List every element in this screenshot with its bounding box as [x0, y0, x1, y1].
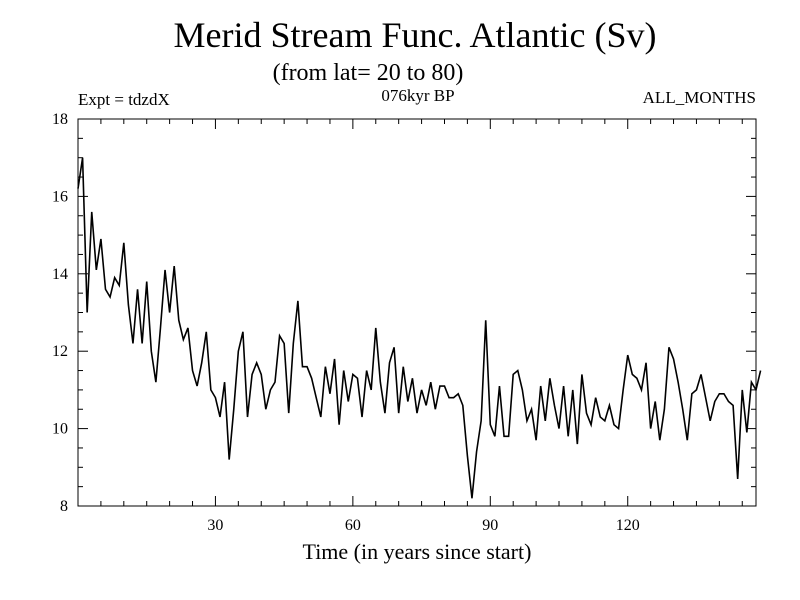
y-tick-label: 14 [52, 266, 68, 283]
series-line [77, 157, 762, 499]
x-tick-label: 90 [482, 517, 498, 534]
y-tick-label: 8 [60, 498, 68, 515]
experiment-label: Expt = tdzdX [78, 90, 170, 109]
chart-subtitle: (from lat= 20 to 80) [272, 60, 464, 86]
x-tick-label: 30 [207, 517, 223, 534]
chart-title: Merid Stream Func. Atlantic (Sv) [173, 15, 657, 55]
y-tick-label: 18 [52, 111, 68, 128]
plot-frame [77, 118, 757, 507]
axis-ticks [78, 119, 756, 506]
y-tick-label: 12 [52, 343, 68, 360]
months-label: ALL_MONTHS [642, 88, 756, 107]
y-tick-label: 10 [52, 421, 68, 438]
tick-labels: 30 60 90 120 8 10 12 14 16 18 [52, 111, 640, 534]
x-tick-label: 60 [345, 517, 361, 534]
y-tick-label: 16 [52, 188, 68, 205]
x-axis-label: Time (in years since start) [302, 539, 532, 564]
period-label: 076kyr BP [381, 86, 455, 105]
x-tick-label: 120 [616, 517, 640, 534]
